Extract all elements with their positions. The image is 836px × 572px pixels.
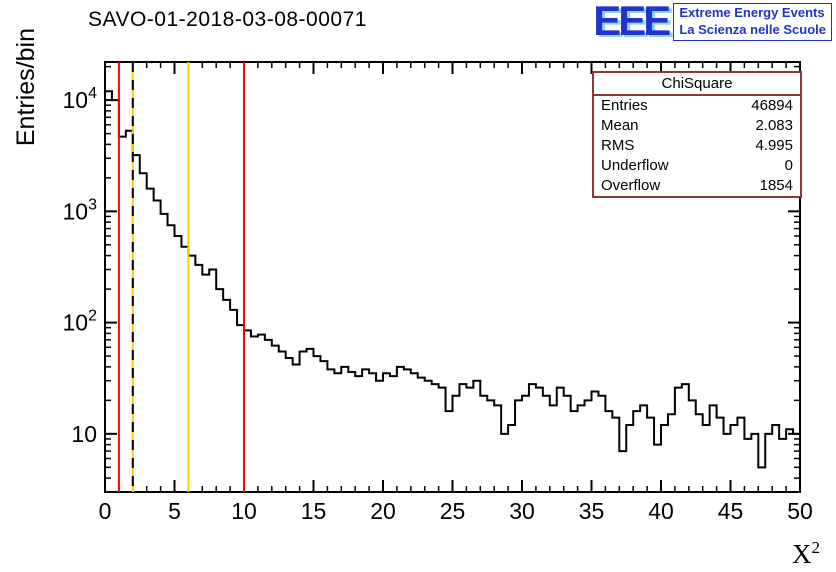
svg-text:30: 30 [509,498,535,524]
eee-logo-line2: La Scienza nelle Scuole [679,22,826,38]
svg-text:104: 104 [63,85,98,113]
svg-text:103: 103 [63,196,98,224]
plot-title: SAVO-01-2018-03-08-00071 [88,8,367,31]
svg-text:35: 35 [579,498,605,524]
stats-label: Mean [601,117,639,134]
stats-box: ChiSquare Entries 46894 Mean 2.083 RMS 4… [592,71,802,198]
stats-label: Underflow [601,157,669,174]
stats-title: ChiSquare [594,73,800,96]
svg-text:25: 25 [440,498,466,524]
eee-logo: EEE Extreme Energy Events La Scienza nel… [593,0,832,44]
svg-text:10: 10 [71,421,97,447]
svg-text:10: 10 [231,498,257,524]
stats-label: Entries [601,97,648,114]
stats-label: RMS [601,137,635,154]
svg-text:15: 15 [301,498,327,524]
eee-logo-textbox: Extreme Energy Events La Scienza nelle S… [673,3,832,41]
stats-value: 46894 [751,97,793,114]
stats-value: 1854 [759,177,793,194]
svg-text:20: 20 [370,498,396,524]
svg-text:5: 5 [168,498,181,524]
stats-row: Mean 2.083 [594,116,800,136]
stats-label: Overflow [601,177,661,194]
svg-text:45: 45 [718,498,744,524]
svg-text:102: 102 [63,308,98,336]
stats-row: Entries 46894 [594,96,800,116]
svg-text:40: 40 [648,498,674,524]
y-axis-title: Entries/bin [12,28,40,147]
svg-text:50: 50 [787,498,813,524]
eee-logo-acronym: EEE [593,0,671,44]
x-axis-title-base: X [792,539,812,569]
svg-text:0: 0 [99,498,112,524]
stats-value: 4.995 [755,137,793,154]
stats-row: Underflow 0 [594,156,800,176]
eee-logo-line1: Extreme Energy Events [679,5,825,20]
stats-value: 2.083 [755,117,793,134]
x-axis-title: X2 [792,538,820,570]
stats-row: Overflow 1854 [594,176,800,196]
stats-value: 0 [784,157,793,174]
stats-row: RMS 4.995 [594,136,800,156]
x-axis-title-exponent: 2 [811,538,821,557]
